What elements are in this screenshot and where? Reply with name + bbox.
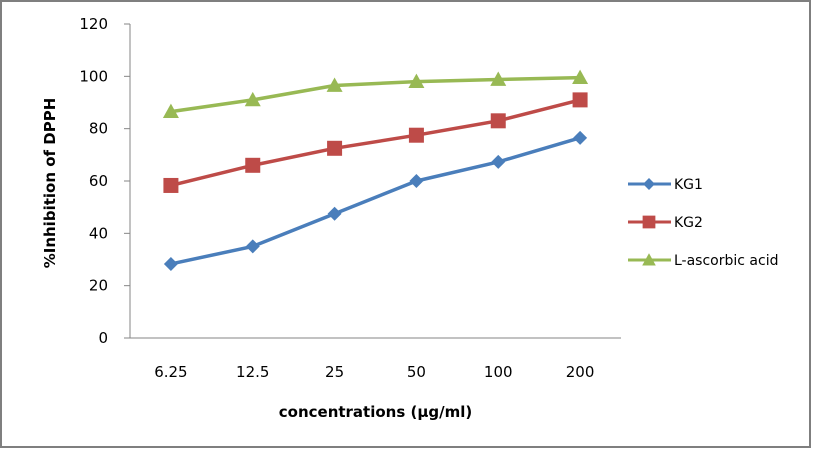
y-ticks: 0 20 40 60 80 100 120 bbox=[79, 15, 130, 347]
data-point bbox=[327, 140, 343, 156]
data-point bbox=[245, 157, 261, 173]
x-tick-label: 25 bbox=[325, 363, 344, 381]
x-tick-label: 12.5 bbox=[236, 363, 269, 381]
data-point bbox=[408, 73, 425, 88]
legend-label: L-ascorbic acid bbox=[674, 253, 778, 269]
data-point bbox=[572, 69, 589, 85]
y-tick-label: 120 bbox=[79, 15, 108, 33]
legend-item: L-ascorbic acid bbox=[628, 253, 778, 269]
data-point bbox=[572, 92, 588, 108]
legend-label: KG2 bbox=[674, 215, 703, 231]
series-kg1 bbox=[163, 130, 588, 271]
series-line bbox=[170, 98, 581, 188]
legend: KG1 KG2 L-ascorbic acid bbox=[628, 177, 778, 269]
x-ticks: 6.25 12.5 25 50 100 200 bbox=[154, 363, 594, 381]
y-tick-label: 80 bbox=[89, 120, 108, 138]
legend-label: KG1 bbox=[674, 177, 703, 193]
data-point bbox=[409, 174, 424, 188]
diamond-marker bbox=[643, 178, 655, 190]
series-kg2 bbox=[163, 92, 588, 193]
y-tick-label: 100 bbox=[79, 67, 108, 85]
y-tick-label: 60 bbox=[89, 172, 108, 190]
data-point bbox=[491, 154, 506, 169]
data-point bbox=[163, 177, 179, 193]
data-point bbox=[163, 256, 178, 271]
series-line bbox=[170, 75, 581, 114]
series-line bbox=[170, 136, 581, 266]
data-point bbox=[245, 239, 260, 254]
data-point bbox=[490, 113, 506, 129]
y-tick-label: 40 bbox=[89, 224, 108, 242]
data-point bbox=[244, 91, 261, 107]
axes bbox=[124, 24, 621, 339]
data-point bbox=[490, 71, 507, 86]
data-point bbox=[326, 77, 343, 92]
x-tick-label: 50 bbox=[407, 363, 426, 381]
square-marker bbox=[642, 215, 656, 229]
triangle-marker bbox=[642, 253, 656, 266]
legend-item: KG2 bbox=[628, 215, 703, 231]
x-tick-label: 6.25 bbox=[154, 363, 187, 381]
series-group bbox=[162, 69, 589, 271]
y-tick-label: 20 bbox=[89, 277, 108, 295]
x-tick-label: 100 bbox=[484, 363, 513, 381]
x-axis-title: concentrations (µg/ml) bbox=[279, 403, 473, 421]
x-tick-label: 200 bbox=[566, 363, 595, 381]
legend-item: KG1 bbox=[628, 177, 703, 193]
y-axis-title: %Inhibition of DPPH bbox=[41, 98, 59, 269]
data-point bbox=[162, 103, 179, 119]
data-point bbox=[327, 206, 342, 221]
y-tick-label: 0 bbox=[98, 329, 108, 347]
series-l-ascorbic-acid bbox=[162, 69, 589, 119]
data-point bbox=[408, 127, 424, 143]
data-point bbox=[573, 130, 588, 145]
